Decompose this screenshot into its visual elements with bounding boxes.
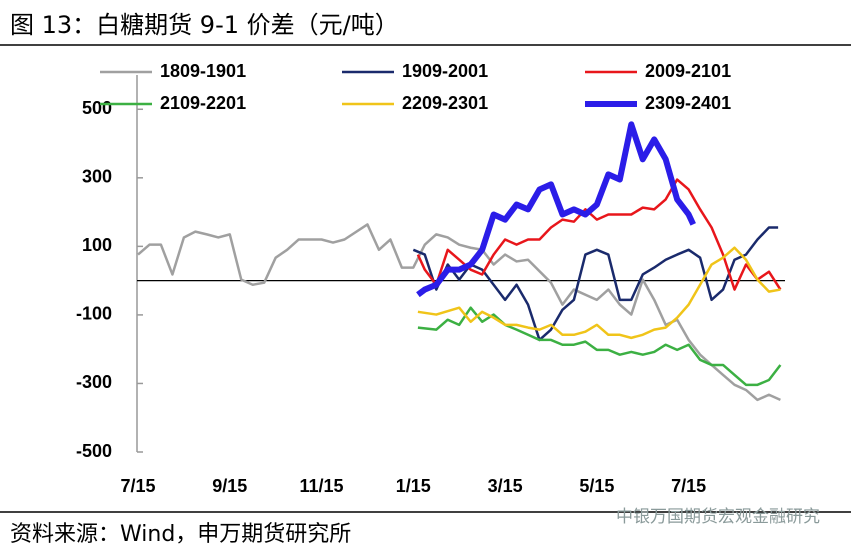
x-tick-label: 5/15 [579,476,614,496]
y-tick-label: 100 [82,235,112,255]
x-tick-label: 7/15 [120,476,155,496]
source: 资料来源：Wind，申万期货研究所 [10,522,351,547]
x-tick-label: 11/15 [300,476,344,496]
series-line [137,223,781,402]
y-tick-label: 500 [82,98,112,118]
legend-label: 2009-2101 [645,61,731,81]
series-line [417,306,782,387]
legend-label: 2109-2201 [160,93,246,113]
watermark: 中银万国期货宏观金融研究 [616,507,820,527]
legend-label: 2309-2401 [645,93,731,113]
x-tick-label: 1/15 [396,476,431,496]
series-line [417,246,781,340]
chart-title: 图 13：白糖期货 9-1 价差（元/吨） [10,11,399,39]
y-tick-label: -500 [76,441,112,461]
y-tick-label: 300 [82,167,112,187]
series-line [416,121,696,298]
series-line [412,226,779,342]
legend-label: 1809-1901 [160,61,246,81]
y-tick-label: -100 [76,304,112,324]
legend-label: 2209-2301 [402,93,488,113]
series-line [416,178,782,291]
legend-label: 1909-2001 [402,61,488,81]
y-tick-label: -300 [76,372,112,392]
x-tick-label: 7/15 [671,476,706,496]
x-tick-label: 3/15 [488,476,523,496]
x-tick-label: 9/15 [212,476,247,496]
